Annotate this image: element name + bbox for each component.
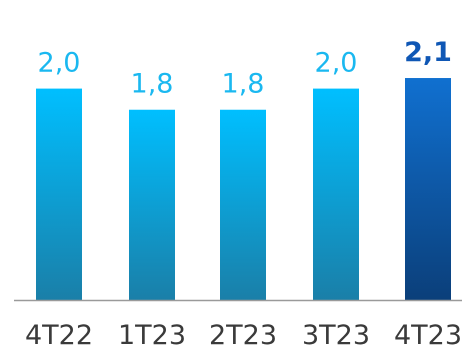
x-tick-label-1t23: 1T23 bbox=[118, 320, 186, 351]
bar-2t23 bbox=[220, 109, 266, 301]
bar-3t23 bbox=[313, 88, 359, 300]
x-tick-label-3t23: 3T23 bbox=[302, 320, 370, 351]
x-tick-label-4t22: 4T22 bbox=[25, 320, 93, 351]
x-tick-label-2t23: 2T23 bbox=[209, 320, 277, 351]
value-label-3t23: 2,0 bbox=[315, 48, 358, 79]
value-labels-group: 2,0 1,8 1,8 2,0 2,1 bbox=[38, 37, 452, 100]
bar-1t23 bbox=[129, 109, 175, 301]
x-tick-label-4t23: 4T23 bbox=[394, 320, 462, 351]
value-label-4t23: 2,1 bbox=[404, 37, 452, 68]
bar-4t23 bbox=[405, 78, 451, 300]
value-label-4t22: 2,0 bbox=[38, 48, 81, 79]
x-tick-labels-group: 4T22 1T23 2T23 3T23 4T23 bbox=[25, 320, 462, 351]
value-label-1t23: 1,8 bbox=[131, 69, 174, 100]
bar-4t22 bbox=[36, 88, 82, 300]
value-label-2t23: 1,8 bbox=[222, 69, 265, 100]
bars-group bbox=[36, 78, 451, 301]
